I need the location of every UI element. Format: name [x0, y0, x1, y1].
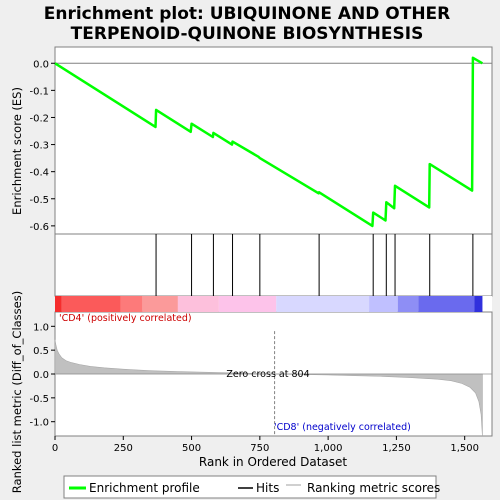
hits-panel	[54, 233, 493, 297]
legend-label-hits: Hits	[256, 481, 279, 495]
zero-cross-label: Zero cross at 804	[226, 369, 309, 380]
metric-ytick-label-2: 0.0	[33, 370, 49, 381]
heat-segment-4	[177, 296, 219, 312]
xtick-label-6: 1,500	[450, 443, 479, 454]
axes-group: 0.0 -0.1 -0.2 -0.3 -0.4 -0.5 -0.6 1.0 0.5 0.0 -0.5…	[29, 59, 479, 454]
metric-ytick-label-3: -0.5	[29, 394, 49, 405]
es-ytick-label-3: -0.3	[29, 141, 49, 152]
xtick-label-0: 0	[52, 443, 58, 454]
heat-segment-2	[120, 296, 143, 312]
es-axis-label: Enrichment score (ES)	[10, 87, 24, 215]
legend: Enrichment profile Hits Ranking metric s…	[63, 475, 440, 499]
legend-box	[63, 475, 437, 499]
heat-segment-7	[369, 296, 398, 312]
positive-label: 'CD4' (positively correlated)	[59, 313, 192, 324]
heat-segment-0	[55, 296, 62, 312]
es-ytick-label-4: -0.4	[29, 168, 49, 179]
heat-segment-5	[218, 296, 277, 312]
xtick-label-3: 750	[250, 443, 269, 454]
metric-ytick-label-4: -1.0	[29, 418, 49, 429]
legend-label-profile: Enrichment profile	[89, 481, 200, 495]
enrichment-profile	[54, 56, 484, 228]
xtick-label-5: 1,250	[382, 443, 411, 454]
heat-segment-8	[397, 296, 419, 312]
chart-title-line-2: TERPENOID-QUINONE BIOSYNTHESIS	[71, 24, 424, 44]
es-panel	[54, 46, 493, 235]
es-ytick-label-5: -0.5	[29, 195, 49, 206]
xtick-label-1: 250	[114, 443, 133, 454]
es-ytick-label-0: 0.0	[33, 59, 49, 70]
es-ytick-label-6: -0.6	[29, 222, 49, 233]
metric-ytick-label-1: 0.5	[33, 346, 49, 357]
ranking-metric	[54, 331, 492, 437]
heat-segment-9	[418, 296, 475, 312]
heatmap-bar	[55, 296, 483, 312]
x-axis-label: Rank in Ordered Dataset	[199, 455, 347, 469]
es-ytick-label-2: -0.2	[29, 113, 49, 124]
heat-segment-6	[276, 296, 370, 312]
heat-segment-10	[474, 296, 483, 312]
es-profile-line	[54, 56, 484, 228]
heat-segment-1	[61, 296, 121, 312]
metric-axis-label: Ranked list metric (Diff_of_Classes)	[10, 291, 24, 493]
hits-group	[155, 234, 474, 296]
legend-label-metric: Ranking metric scores	[307, 481, 440, 495]
metric-ytick-label-0: 1.0	[33, 322, 49, 333]
es-ytick-label-1: -0.1	[29, 86, 49, 97]
xtick-label-4: 1,000	[314, 443, 343, 454]
heat-segment-3	[142, 296, 178, 312]
chart-title-line-1: Enrichment plot: UBIQUINONE AND OTHER	[44, 4, 451, 24]
negative-label: 'CD8' (negatively correlated)	[274, 422, 411, 433]
xtick-label-2: 500	[182, 443, 201, 454]
